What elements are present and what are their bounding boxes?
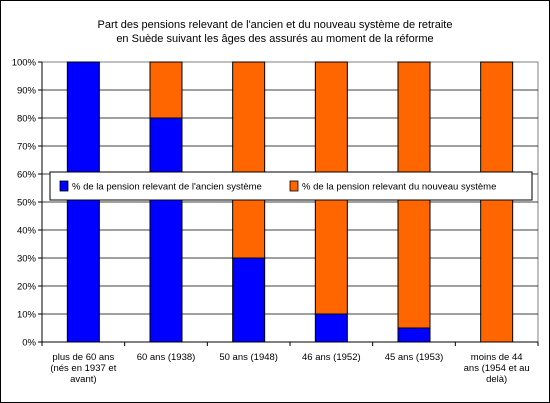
y-tick-label: 20% (17, 282, 37, 293)
x-category-label: delà) (486, 374, 507, 385)
y-tick-label: 30% (17, 254, 37, 265)
bar-segment-series-1-cat-2 (232, 61, 266, 259)
x-category-label: plus de 60 ans (52, 352, 114, 363)
bar-segment-series-1-cat-5 (480, 61, 514, 343)
legend-label-series-0: % de la pension relevant de l'ancien sys… (72, 182, 262, 193)
legend-label-series-1: % de la pension relevant du nouveau syst… (302, 182, 496, 193)
chart-title-line: Part des pensions relevant de l'ancien e… (98, 19, 453, 31)
x-category-label: 60 ans (1938) (137, 352, 196, 363)
x-category-label: 50 ans (1948) (219, 352, 278, 363)
bar-segment-series-0-cat-3 (314, 313, 348, 343)
y-tick-label: 10% (17, 310, 37, 321)
y-tick-label: 60% (17, 170, 37, 181)
bar-segment-series-0-cat-4 (397, 327, 431, 343)
x-category-label: ans (1954 et au (464, 363, 530, 374)
x-category-label: 45 ans (1953) (385, 352, 444, 363)
chart-title-line: en Suède suivant les âges des assurés au… (116, 33, 433, 45)
y-tick-label: 80% (17, 114, 37, 125)
bar-segment-series-0-cat-0 (66, 61, 100, 343)
bar-segment-series-0-cat-1 (149, 117, 183, 343)
x-category-label: (nés en 1937 et (50, 363, 116, 374)
bar-segment-series-0-cat-2 (232, 257, 266, 343)
x-category-label: avant) (70, 374, 96, 385)
x-category-label: moins de 44 (471, 352, 523, 363)
legend-swatch-series-1 (289, 180, 299, 192)
y-tick-label: 90% (17, 86, 37, 97)
x-category-label: 46 ans (1952) (302, 352, 361, 363)
y-tick-label: 50% (17, 198, 37, 209)
legend: % de la pension relevant de l'ancien sys… (49, 171, 533, 201)
bar-segment-series-1-cat-1 (149, 61, 183, 119)
y-tick-label: 100% (12, 58, 37, 69)
y-tick-label: 70% (17, 142, 37, 153)
legend-swatch-series-0 (59, 180, 69, 192)
y-tick-label: 40% (17, 226, 37, 237)
chart-title: Part des pensions relevant de l'ancien e… (98, 19, 453, 45)
plot-area: 0% 10% 20% 30% 40% 50% 60% 70% 80% 90% 100% plus de… (12, 58, 539, 385)
y-tick-label: 0% (22, 338, 36, 349)
